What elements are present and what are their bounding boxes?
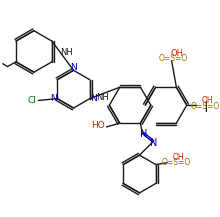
Text: Cl: Cl [27, 96, 36, 105]
Text: N: N [70, 62, 77, 72]
Text: N: N [150, 138, 157, 148]
Text: HO: HO [91, 122, 105, 130]
Text: OH: OH [173, 153, 184, 161]
Text: N: N [50, 94, 57, 103]
Text: NH: NH [60, 48, 73, 57]
Text: O=S=O: O=S=O [162, 158, 191, 167]
Text: N: N [140, 130, 147, 140]
Text: OH: OH [171, 49, 184, 58]
Text: O=S=O: O=S=O [191, 102, 220, 111]
Text: N: N [90, 94, 97, 103]
Text: OH: OH [202, 96, 213, 105]
Text: O=S=O: O=S=O [159, 54, 188, 63]
Text: NH: NH [97, 93, 109, 102]
